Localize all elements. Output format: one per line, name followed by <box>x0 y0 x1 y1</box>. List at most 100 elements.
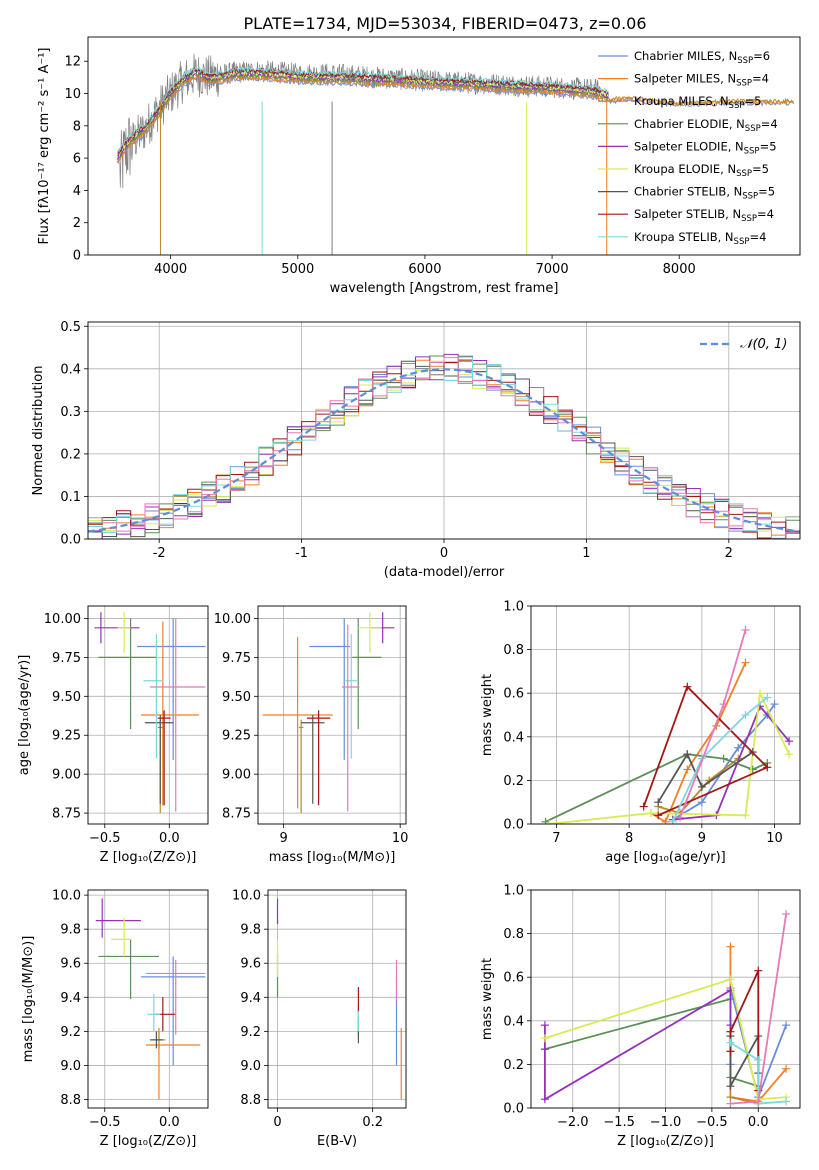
weight-vs-z-xlabel: Z [log₁₀(Z/Z⊙)] <box>617 1134 714 1149</box>
legend-subscript: SSP <box>736 79 752 89</box>
weight-vs-z-xtick-label: 0.0 <box>748 1115 769 1130</box>
mass-vs-z-xlabel: Z [log₁₀(Z/Z⊙)] <box>100 1134 197 1149</box>
spectrum-model-line <box>116 74 794 163</box>
weight-vs-age-xtick-label: 9 <box>698 831 706 846</box>
mass-vs-z-plot-area <box>95 898 206 1100</box>
weight-vs-z-ytick-label: 0.0 <box>503 1102 524 1117</box>
residuals-xtick-label: -2 <box>153 546 166 561</box>
mass-vs-z-xtick-label: −0.5 <box>89 1115 121 1130</box>
residuals-plot-area <box>88 353 800 539</box>
mass-vs-ebv-axes: 0 0.2 8.8 9.0 9.2 9.4 9.6 9.8 10.0 E(B-V) <box>232 889 406 1149</box>
mass-vs-z-ytick-label: 9.6 <box>60 957 81 972</box>
residuals-legend-label: 𝒩(0, 1) <box>740 337 787 352</box>
weight-vs-age-plot-area <box>541 625 794 824</box>
legend-entry: Salpeter MILES, NSSP=4 <box>634 72 769 89</box>
weight-vs-z-xtick-label: −1.5 <box>603 1115 635 1130</box>
mass-vs-ebv-plot-area <box>276 898 402 1100</box>
residuals-xtick-label: 1 <box>582 546 590 561</box>
mass-vs-z-ytick-label: 9.0 <box>60 1059 81 1074</box>
mass-vs-z-ytick-label: 8.8 <box>60 1093 81 1108</box>
spectrum-xtick-label: 4000 <box>154 262 187 277</box>
age-vs-z-frame <box>87 605 209 825</box>
age-vs-z-axes: −0.5 0.0 8.75 9.00 9.25 9.50 9.75 10.00 Z [log₁₀… <box>17 606 208 865</box>
spectrum-xtick-label: 7000 <box>536 262 569 277</box>
mass-vs-z-frame <box>87 889 209 1109</box>
age-vs-z-ytick-label: 9.50 <box>52 690 81 705</box>
mass-vs-ebv-xtick-label: 0.2 <box>362 1115 383 1130</box>
errorbar-point <box>137 618 206 761</box>
residuals-ytick-label: 0.0 <box>60 533 81 548</box>
spectrum-model-line <box>116 76 795 165</box>
mass-vs-z-axes: −0.5 0.0 8.8 9.0 9.2 9.4 9.6 9.8 10.0 Z [log₁₀(Z/… <box>21 889 208 1149</box>
residuals-ytick-label: 0.4 <box>60 362 81 377</box>
weight-vs-age-ytick-label: 0.4 <box>503 730 524 745</box>
legend-entry: Salpeter ELODIE, NSSP=5 <box>634 139 777 156</box>
mass-weight-line <box>729 1041 787 1105</box>
weight-vs-age-axes: 7 8 9 10 0.0 0.2 0.4 0.6 0.8 1.0 age [log₁₀(age/yr… <box>480 600 800 865</box>
mass-vs-ebv-ytick-label: 10.0 <box>232 889 261 904</box>
weight-vs-z-plot-area <box>540 909 791 1108</box>
errorbar-point <box>149 1031 163 1049</box>
age-vs-z-xlabel: Z [log₁₀(Z/Z⊙)] <box>100 850 197 865</box>
mass-vs-ebv-ytick-label: 9.2 <box>240 1025 261 1040</box>
figure-title: PLATE=1734, MJD=53034, FIBERID=0473, z=0… <box>243 14 646 33</box>
mass-vs-z-xtick-label: 0.0 <box>159 1115 180 1130</box>
legend-entry: Chabrier MILES, NSSP=6 <box>634 49 770 66</box>
legend-subscript: SSP <box>737 56 753 66</box>
mass-weight-line <box>544 997 759 1088</box>
mass-vs-ebv-ytick-label: 9.8 <box>240 923 261 938</box>
mass-vs-z-ytick-label: 9.4 <box>60 991 81 1006</box>
mass-vs-z-ytick-label: 9.8 <box>60 923 81 938</box>
legend-entry: Salpeter STELIB, NSSP=4 <box>634 207 774 224</box>
errorbar-point <box>352 618 382 730</box>
weight-vs-z-ytick-label: 0.4 <box>503 1014 524 1029</box>
mass-vs-ebv-ytick-label: 9.0 <box>240 1059 261 1074</box>
legend-label: Salpeter ELODIE, N <box>634 139 744 153</box>
spectrum-axes: 4000 5000 6000 7000 8000 0 2 4 6 8 10 12 wavelength … <box>37 48 696 297</box>
weight-vs-age-frame <box>530 605 801 825</box>
errorbar-point <box>117 612 131 653</box>
errorbar-point <box>301 715 325 804</box>
weight-vs-z-ylabel: mass weight <box>480 958 495 1040</box>
weight-vs-age-xtick-label: 8 <box>625 831 633 846</box>
errorbar-point <box>146 959 206 1035</box>
weight-vs-age-ylabel: mass weight <box>480 674 495 756</box>
weight-vs-age-ytick-label: 1.0 <box>503 600 524 615</box>
legend-label: Salpeter MILES, N <box>634 72 736 86</box>
legend-count: =6 <box>753 49 770 63</box>
weight-vs-age-ytick-label: 0.6 <box>503 687 524 702</box>
mass-vs-ebv-ytick-label: 9.6 <box>240 957 261 972</box>
age-vs-mass-ytick-label: 10.00 <box>214 612 251 627</box>
errorbar-point <box>309 618 351 761</box>
age-vs-mass-ytick-label: 9.25 <box>222 729 251 744</box>
errorbar-point <box>298 719 304 814</box>
legend-subscript: SSP <box>745 124 761 134</box>
spectrum-xtick-label: 6000 <box>408 262 441 277</box>
residuals-xlabel: (data-model)/error <box>384 565 505 580</box>
spectrum-xtick-label: 8000 <box>663 262 696 277</box>
errorbar-point <box>262 637 333 809</box>
legend-label: Chabrier ELODIE, N <box>634 117 745 131</box>
errorbar-point <box>140 956 206 1066</box>
errorbar-point <box>98 618 157 730</box>
errorbar-point <box>157 710 171 806</box>
age-vs-mass-ytick-label: 9.50 <box>222 690 251 705</box>
mass-weight-line <box>657 751 754 803</box>
weight-vs-z-ytick-label: 0.2 <box>503 1058 524 1073</box>
spectrum-xlabel: wavelength [Angstrom, rest frame] <box>330 281 559 296</box>
chart-panels: 4000 5000 6000 7000 8000024681012wavelength … <box>17 36 801 1149</box>
mass-weight-line <box>544 978 787 1101</box>
legend-count: =4 <box>749 230 766 244</box>
residuals-ytick-label: 0.1 <box>60 490 81 505</box>
age-vs-mass-ytick-label: 9.00 <box>222 768 251 783</box>
errorbar-point <box>149 618 206 812</box>
spectrum-ytick-label: 8 <box>73 119 81 134</box>
residual-histogram-step <box>88 356 800 539</box>
weight-vs-z-xtick-label: −1.0 <box>650 1115 682 1130</box>
mass-vs-ebv-xtick-label: 0 <box>273 1115 281 1130</box>
legend-count: =4 <box>752 72 769 86</box>
legend-entry: Kroupa ELODIE, NSSP=5 <box>634 162 769 179</box>
weight-vs-age-xlabel: age [log₁₀(age/yr)] <box>605 850 726 865</box>
mass-weight-line <box>642 685 769 817</box>
